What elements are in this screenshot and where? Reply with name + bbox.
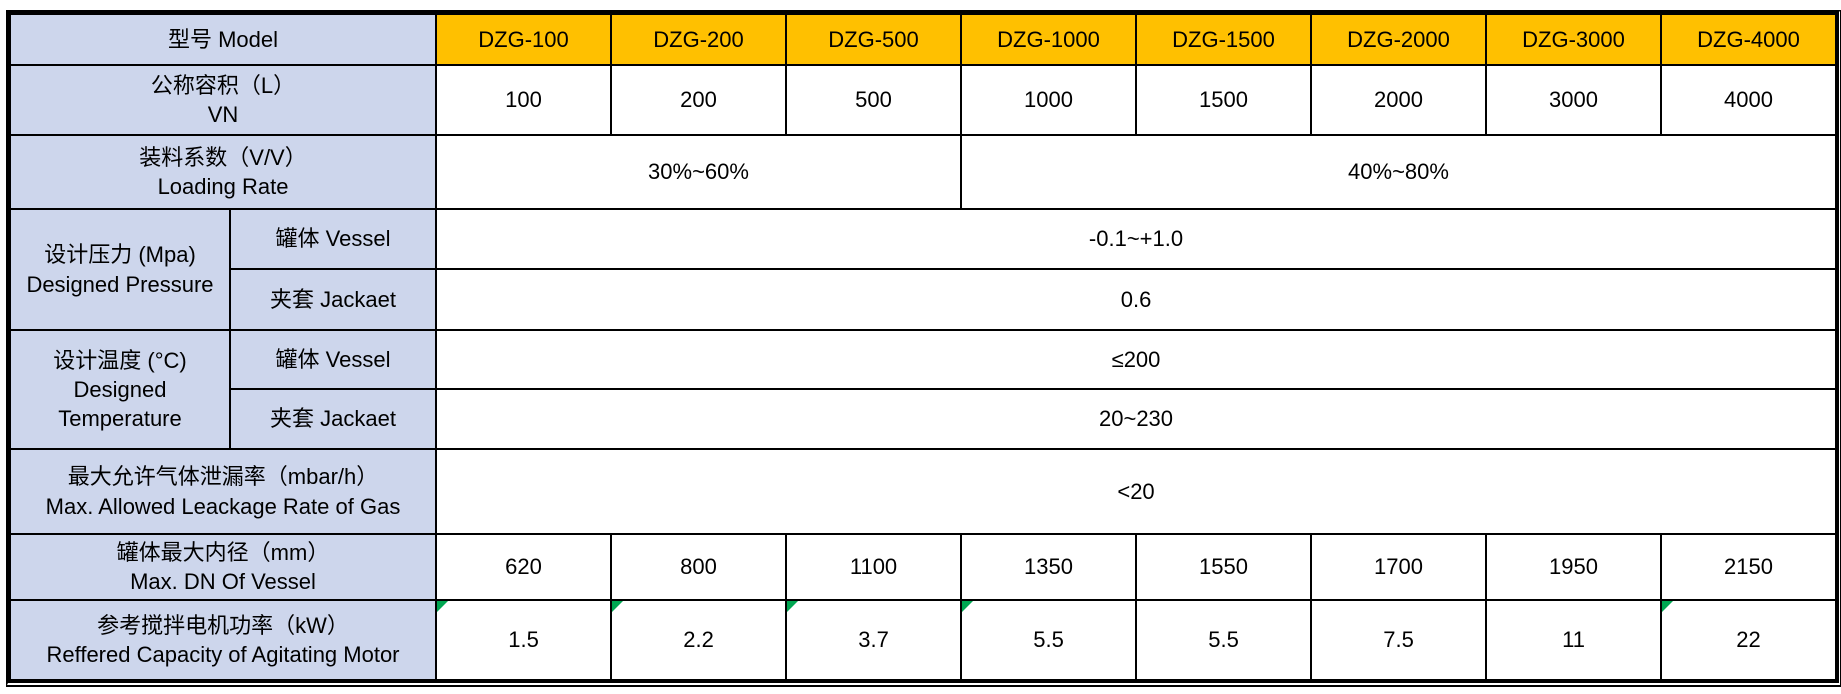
motor-label-zh: 参考搅拌电机功率（kW） [97, 612, 349, 638]
dn-value-cell: 1550 [1135, 533, 1313, 601]
pressure-jacket-value: 0.6 [435, 268, 1838, 331]
motor-value-cell-0: 1.5 [435, 599, 613, 681]
model-header-cell: DZG-500 [785, 13, 963, 66]
volume-value-cell: 3000 [1485, 64, 1663, 136]
dn-row: 罐体最大内径（mm） Max. DN Of Vessel 620 800 110… [8, 533, 1838, 601]
volume-value-cell: 100 [435, 64, 613, 136]
leakage-label-zh: 最大允许气体泄漏率（mbar/h） [67, 464, 379, 490]
leakage-row-label: 最大允许气体泄漏率（mbar/h） Max. Allowed Leackage … [8, 448, 438, 535]
temperature-vessel-row: 设计温度 (°C) Designed Temperature 罐体 Vessel… [9, 329, 1838, 450]
dn-value-cell: 620 [435, 533, 613, 601]
loading-rate-low-span: 30%~60% [435, 134, 963, 210]
motor-value-cell-7: 22 [1660, 599, 1838, 681]
motor-value-cell-2: 3.7 [785, 599, 963, 681]
temperature-label-zh: 设计温度 (°C) [53, 347, 187, 373]
loading-rate-label-en: Loading Rate [157, 174, 289, 199]
volume-label-en: VN [207, 102, 239, 127]
volume-label-zh: 公称容积（L） [150, 72, 296, 98]
volume-row: 公称容积（L） VN 100 200 500 1000 1500 2000 30… [8, 64, 1838, 136]
motor-value-cell-6: 11 [1485, 599, 1663, 681]
motor-value-cell-3: 5.5 [960, 599, 1138, 681]
temperature-row-label: 设计温度 (°C) Designed Temperature [9, 329, 231, 450]
pressure-label-zh: 设计压力 (Mpa) [44, 242, 196, 268]
motor-value-cell-1: 2.2 [610, 599, 788, 681]
dn-value-cell: 1700 [1310, 533, 1488, 601]
leakage-label-en: Max. Allowed Leackage Rate of Gas [45, 493, 401, 519]
dn-value-cell: 800 [610, 533, 788, 601]
temperature-jacket-sublabel: 夹套 Jackaet [228, 388, 438, 450]
volume-value-cell: 4000 [1660, 64, 1838, 136]
temperature-jacket-value: 20~230 [435, 388, 1838, 450]
model-header-cell: DZG-3000 [1485, 13, 1663, 66]
dn-label-en: Max. DN Of Vessel [130, 569, 316, 594]
motor-value-cell-5: 7.5 [1310, 599, 1488, 681]
volume-value-cell: 500 [785, 64, 963, 136]
model-header-cell: DZG-1000 [960, 13, 1138, 66]
pressure-label-en: Designed Pressure [26, 271, 214, 297]
model-header-cell: DZG-1500 [1135, 13, 1313, 66]
loading-rate-high-span: 40%~80% [960, 134, 1838, 210]
motor-row: 参考搅拌电机功率（kW） Reffered Capacity of Agitat… [8, 599, 1838, 681]
spec-table-frame: 型号 Model DZG-100 DZG-200 DZG-500 DZG-100… [6, 10, 1841, 687]
loading-rate-label-zh: 装料系数（V/V） [139, 144, 307, 170]
model-header-cell: DZG-2000 [1310, 13, 1488, 66]
volume-row-label: 公称容积（L） VN [8, 64, 438, 136]
temperature-label-en: Designed Temperature [58, 376, 182, 432]
loading-rate-row-label: 装料系数（V/V） Loading Rate [8, 134, 438, 210]
leakage-row: 最大允许气体泄漏率（mbar/h） Max. Allowed Leackage … [8, 448, 1838, 535]
motor-label-en: Reffered Capacity of Agitating Motor [46, 642, 400, 667]
pressure-vessel-value: -0.1~+1.0 [435, 208, 1838, 270]
pressure-jacket-sublabel: 夹套 Jackaet [228, 268, 438, 331]
dn-value-cell: 1350 [960, 533, 1138, 601]
dn-label-zh: 罐体最大内径（mm） [116, 539, 330, 565]
temperature-jacket-row: 夹套 Jackaet 20~230 [10, 388, 1838, 450]
pressure-jacket-row: 夹套 Jackaet 0.6 [10, 268, 1838, 331]
temperature-vessel-sublabel: 罐体 Vessel [228, 329, 438, 390]
spec-table: 型号 Model DZG-100 DZG-200 DZG-500 DZG-100… [8, 13, 1838, 681]
dn-value-cell: 2150 [1660, 533, 1838, 601]
dn-value-cell: 1100 [785, 533, 963, 601]
model-row-label: 型号 Model [8, 13, 438, 66]
loading-rate-row: 装料系数（V/V） Loading Rate 30%~60% 40%~80% [8, 134, 1838, 210]
pressure-vessel-sublabel: 罐体 Vessel [228, 208, 438, 270]
pressure-vessel-row: 设计压力 (Mpa) Designed Pressure 罐体 Vessel -… [9, 208, 1838, 331]
pressure-row-label: 设计压力 (Mpa) Designed Pressure [9, 208, 231, 331]
header-row: 型号 Model DZG-100 DZG-200 DZG-500 DZG-100… [8, 13, 1838, 66]
temperature-vessel-value: ≤200 [435, 329, 1838, 390]
model-header-cell: DZG-200 [610, 13, 788, 66]
model-header-cell: DZG-4000 [1660, 13, 1838, 66]
dn-row-label: 罐体最大内径（mm） Max. DN Of Vessel [8, 533, 438, 601]
volume-value-cell: 2000 [1310, 64, 1488, 136]
dn-value-cell: 1950 [1485, 533, 1663, 601]
model-header-cell: DZG-100 [435, 13, 613, 66]
volume-value-cell: 200 [610, 64, 788, 136]
motor-row-label: 参考搅拌电机功率（kW） Reffered Capacity of Agitat… [8, 599, 438, 681]
volume-value-cell: 1000 [960, 64, 1138, 136]
leakage-value: <20 [435, 448, 1838, 535]
motor-value-cell-4: 5.5 [1135, 599, 1313, 681]
volume-value-cell: 1500 [1135, 64, 1313, 136]
